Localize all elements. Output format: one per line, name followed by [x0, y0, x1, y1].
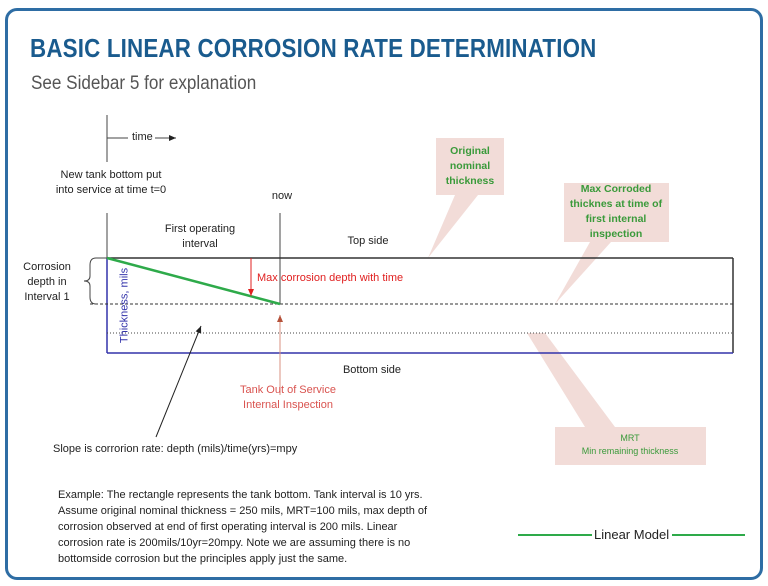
callout-mrt: [527, 333, 706, 465]
callout-line: inspection: [589, 228, 643, 240]
corrosion-depth-line: Interval 1: [24, 291, 70, 303]
out-of-service-label: Tank Out of Service Internal Inspection: [240, 383, 336, 413]
time-label: time: [131, 130, 154, 145]
top-side-label: Top side: [347, 235, 389, 247]
callout-line: Original: [450, 145, 490, 157]
interval-label: First operating interval: [165, 222, 235, 252]
start-label: New tank bottom put into service at time…: [56, 168, 166, 198]
out-of-service-line: Tank Out of Service: [240, 384, 336, 396]
thickness-axis-label: Thickness, mils: [118, 267, 131, 344]
example-line: Assume original nominal thickness = 250 …: [58, 505, 428, 517]
example-text: Example: The rectangle represents the ta…: [58, 487, 458, 567]
callout-line: Min remaining thickness: [581, 446, 679, 456]
callout-line: thickness: [445, 175, 495, 187]
brace: [83, 257, 107, 305]
corrosion-depth-label: Corrosion depth in Interval 1: [23, 260, 71, 305]
example-line: corrosion observed at end of first opera…: [58, 521, 398, 533]
callout-original-text: Original nominal thickness: [446, 144, 494, 189]
example-line: Example: The rectangle represents the ta…: [58, 489, 423, 501]
callout-mrt-text: MRT Min remaining thickness: [582, 432, 679, 458]
start-label-line: New tank bottom put: [60, 169, 162, 181]
interval-label-line: First operating: [164, 223, 236, 235]
start-label-line: into service at time t=0: [55, 184, 167, 196]
slope-pointer-arrow: [155, 325, 202, 438]
callout-line: nominal: [449, 160, 491, 172]
slope-label: Slope is corrorion rate: depth (mils)/ti…: [53, 443, 298, 455]
callout-shapes: [428, 138, 706, 465]
callout-max-corroded-text: Max Corroded thicknes at time of first i…: [570, 182, 662, 242]
callout-line: MRT: [620, 433, 640, 443]
callout-line: first internal: [585, 213, 647, 225]
callout-original: [428, 138, 504, 258]
now-label: now: [271, 190, 293, 202]
figure-frame: [5, 8, 763, 580]
out-of-service-line: Internal Inspection: [243, 399, 333, 411]
callout-max-corroded: [555, 183, 669, 304]
callout-line: Max Corroded: [580, 183, 652, 195]
bottom-side-label: Bottom side: [342, 364, 402, 376]
corrosion-depth-line: Corrosion: [23, 261, 71, 273]
page-title: BASIC LINEAR CORROSION RATE DETERMINATIO…: [30, 33, 597, 63]
callout-line: thicknes at time of: [569, 198, 663, 210]
example-line: corrosion rate is 200mils/10yr=20mpy. No…: [58, 537, 411, 549]
page-subtitle: See Sidebar 5 for explanation: [31, 73, 257, 94]
corrosion-depth-line: depth in: [27, 276, 67, 288]
legend-linear-model: Linear Model: [594, 527, 670, 542]
linear-model-line: [106, 256, 281, 306]
interval-label-line: interval: [182, 238, 218, 250]
example-line: bottomside corrosion but the principles …: [58, 553, 348, 565]
max-depth-label: Max corrosion depth with time: [257, 272, 404, 284]
